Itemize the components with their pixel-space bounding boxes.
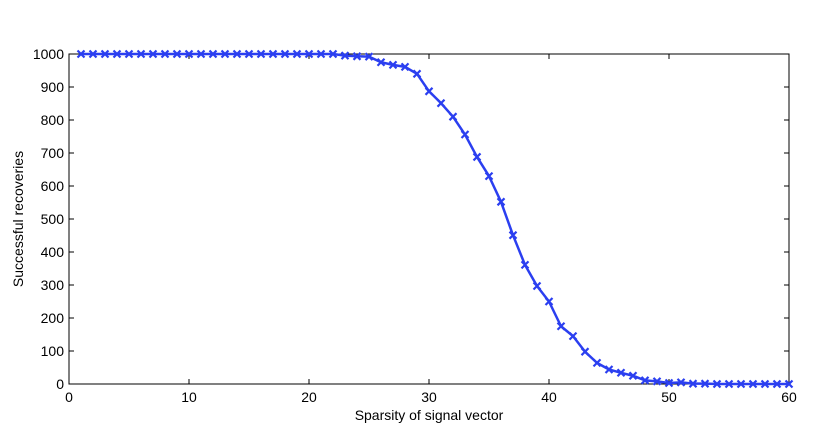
data-point (160, 49, 170, 59)
data-point (328, 49, 338, 59)
data-point (196, 49, 206, 59)
data-point (664, 378, 674, 388)
data-point (208, 49, 218, 59)
data-point (544, 297, 554, 306)
data-point (496, 197, 506, 207)
data-point (172, 49, 182, 59)
data-point (592, 358, 602, 368)
data-point (508, 230, 518, 240)
data-point (100, 49, 110, 59)
x-tick-label: 60 (781, 389, 797, 405)
x-tick-label: 0 (65, 389, 73, 405)
x-tick-label: 30 (421, 389, 437, 405)
data-point (268, 49, 278, 59)
data-point (580, 347, 590, 356)
y-tick-label: 300 (41, 277, 65, 293)
data-point (388, 60, 398, 70)
data-point (736, 379, 746, 389)
data-point (76, 49, 86, 59)
data-point (448, 112, 458, 121)
data-point (352, 52, 362, 61)
data-point (400, 62, 410, 72)
data-point (232, 49, 242, 59)
data-point (568, 331, 578, 341)
data-point (244, 49, 254, 59)
y-tick-label: 0 (56, 376, 64, 392)
x-tick-label: 40 (541, 389, 557, 405)
data-point (184, 49, 194, 59)
data-point (220, 49, 230, 59)
data-point (652, 377, 662, 386)
data-point (472, 152, 482, 162)
y-tick-label: 700 (41, 145, 65, 161)
data-point (112, 49, 122, 59)
data-point (280, 49, 290, 59)
data-point (520, 260, 530, 270)
data-point (316, 49, 326, 59)
y-tick-label: 900 (41, 79, 65, 95)
x-axis-label: Sparsity of signal vector (355, 407, 504, 423)
y-tick-label: 400 (41, 244, 65, 260)
y-tick-label: 1000 (33, 46, 64, 62)
data-point (484, 171, 494, 181)
series-layer (76, 49, 794, 389)
x-tick-label: 20 (301, 389, 317, 405)
data-point (436, 98, 446, 108)
data-point (412, 69, 422, 79)
data-point (700, 379, 710, 388)
data-point (676, 378, 686, 387)
data-point (772, 379, 782, 389)
data-point (364, 52, 374, 61)
data-point (460, 130, 470, 139)
data-point (616, 368, 626, 378)
x-tick-label: 50 (661, 389, 677, 405)
y-tick-label: 100 (41, 343, 65, 359)
data-point (148, 49, 158, 59)
data-point (640, 376, 650, 385)
y-tick-label: 500 (41, 211, 65, 227)
y-axis-ticks: 0 100 200 300 400 500 600 700 800 900 1000 (33, 46, 789, 392)
series-line (81, 52, 789, 386)
data-point (340, 51, 350, 60)
y-tick-label: 200 (41, 310, 65, 326)
data-point (556, 321, 566, 331)
data-point (256, 49, 266, 59)
data-point (136, 49, 146, 59)
data-point (712, 379, 722, 389)
data-point (784, 379, 794, 389)
data-point (688, 379, 698, 388)
data-point (604, 365, 614, 374)
data-point (124, 49, 134, 59)
plot-area (68, 53, 790, 385)
y-tick-label: 800 (41, 112, 65, 128)
data-point (760, 379, 770, 389)
data-point (628, 371, 638, 381)
x-axis-ticks: 0 10 20 30 40 50 60 (65, 54, 797, 405)
data-point (532, 281, 542, 291)
y-tick-label: 600 (41, 178, 65, 194)
data-point (748, 379, 758, 389)
data-point (376, 57, 386, 67)
data-point (88, 49, 98, 59)
y-axis-label: Successful recoveries (10, 151, 26, 287)
data-point (304, 49, 314, 59)
x-tick-label: 10 (181, 389, 197, 405)
data-point (424, 87, 434, 96)
data-point (292, 49, 302, 59)
data-point (724, 379, 734, 389)
